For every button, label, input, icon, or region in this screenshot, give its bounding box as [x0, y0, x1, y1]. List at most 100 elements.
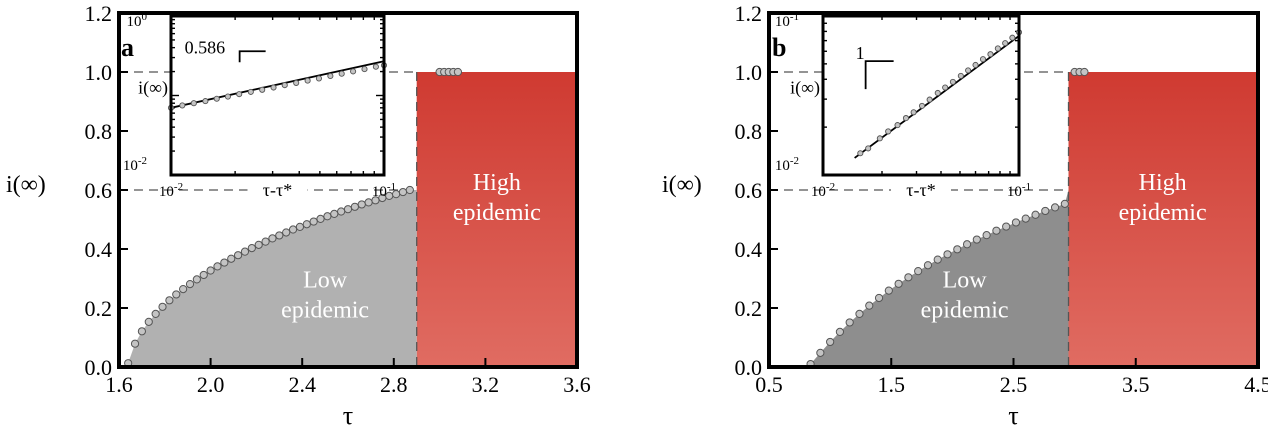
data-point [874, 293, 884, 303]
inset-data-point [885, 128, 892, 135]
inset-data-point [327, 72, 334, 80]
data-point [282, 228, 291, 237]
x-tick-label: 2.0 [197, 372, 225, 397]
inset-x-tick-exp: -2 [826, 181, 835, 193]
region-label: epidemic [1119, 200, 1207, 226]
data-point [826, 337, 835, 347]
data-point [992, 226, 1001, 235]
inset-data-point [224, 93, 231, 100]
data-point [220, 258, 229, 267]
y-tick-label: 0.0 [85, 355, 113, 380]
inset-data-point [350, 68, 357, 75]
data-point [933, 255, 942, 264]
x-tick-label: 1.6 [105, 372, 133, 397]
data-point [343, 205, 353, 214]
panel-a: Low epidemic High epidemic 1.6 2.0 2.4 2.8 3.2 3.… [6, 1, 591, 430]
data-point [884, 286, 893, 295]
data-point [185, 280, 195, 289]
inset-background [823, 16, 1019, 175]
data-point [855, 309, 864, 318]
panel-letter: a [121, 33, 134, 62]
inset-data-point [202, 98, 209, 105]
data-point [199, 270, 208, 280]
data-point [233, 251, 243, 260]
data-point [247, 244, 256, 253]
y-tick-label: 0.6 [735, 178, 763, 203]
region-label: epidemic [921, 297, 1009, 323]
inset-data-point [179, 102, 186, 109]
y-tick-label: 0.4 [85, 237, 113, 262]
inset-data-point [270, 84, 277, 91]
inset-data-point [972, 61, 979, 69]
inset-y-tick-exp: -1 [790, 11, 799, 23]
high-epidemic-region [1068, 72, 1258, 367]
inset-slope-label: 0.586 [185, 37, 226, 57]
x-axis-title: τ [343, 401, 353, 430]
inset-y-tick-label: 10-1 [775, 11, 799, 30]
panel-letter: b [772, 33, 786, 62]
y-tick-label: 0.2 [85, 296, 113, 321]
inset-y-tick-base: 10 [127, 14, 142, 30]
data-point [962, 240, 972, 249]
data-point [206, 266, 215, 275]
data-point [1041, 206, 1050, 216]
inset-y-axis-title: i(∞) [138, 78, 168, 99]
inset-frame [169, 14, 386, 177]
region-label: epidemic [453, 200, 541, 226]
inset-x-tick-label: 10-2 [159, 181, 183, 200]
data-point [1021, 214, 1030, 223]
data-point [137, 327, 146, 336]
inset-background [171, 16, 384, 175]
y-tick-label: 0.8 [735, 119, 763, 144]
data-point [350, 202, 359, 211]
data-point [144, 317, 153, 326]
data-point [1031, 210, 1040, 219]
data-point [357, 200, 366, 209]
data-point [302, 220, 311, 229]
inset-y-tick-label: 10-2 [775, 155, 799, 174]
data-point [179, 285, 188, 294]
inset-data-point [987, 51, 994, 58]
data-point [227, 254, 236, 263]
data-point [158, 302, 167, 311]
inset-y-tick-exp: -2 [138, 155, 147, 167]
inset-x-axis-title: τ-τ* [906, 180, 935, 200]
inset-y-tick-label: 100 [127, 11, 148, 30]
y-tick-label: 1.2 [85, 1, 113, 26]
inset-data-point [247, 88, 254, 95]
inset-data-point [315, 75, 323, 82]
inset-data-point [304, 77, 311, 84]
data-point [1050, 203, 1060, 212]
inset-y-tick-base: 10 [775, 158, 790, 174]
inset-y-tick-label: 10-2 [123, 155, 147, 174]
inset-data-point [190, 100, 197, 107]
x-axis-title: τ [1008, 401, 1018, 430]
data-point [894, 279, 903, 288]
inset-data-point [926, 96, 933, 103]
data-point [816, 348, 825, 357]
x-tick-label: 4.5 [1244, 372, 1268, 397]
data-point [914, 267, 923, 276]
inset-slope-label: 1 [856, 43, 865, 63]
inset-data-point [857, 150, 864, 157]
region-label: epidemic [281, 297, 369, 323]
y-tick-label: 0.4 [735, 237, 763, 262]
data-point [1011, 218, 1021, 227]
inset-y-axis-title: i(∞) [790, 78, 820, 99]
region-label: Low [303, 267, 348, 293]
x-tick-label: 0.5 [755, 372, 783, 397]
data-point [254, 240, 263, 249]
data-point [330, 209, 339, 218]
inset-x-tick-exp: -2 [174, 181, 183, 193]
data-point [151, 309, 160, 318]
inset-x-tick-exp: -1 [1022, 181, 1031, 193]
inset-y-tick-exp: 0 [142, 11, 148, 23]
data-point [261, 237, 270, 246]
inset-data-point [876, 135, 883, 142]
low-epidemic-region [810, 190, 1069, 367]
data-point [165, 296, 174, 305]
data-point [453, 67, 463, 77]
y-tick-label: 0.8 [85, 119, 113, 144]
inset-data-point [910, 109, 917, 116]
